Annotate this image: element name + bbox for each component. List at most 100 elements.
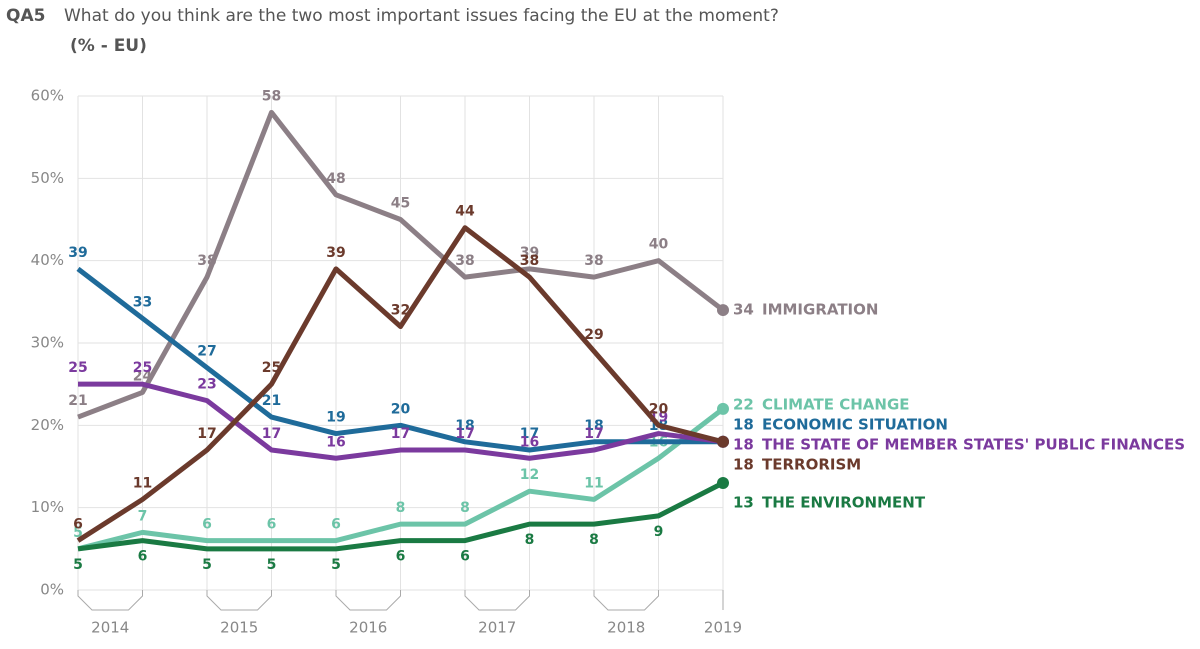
- y-tick-label: 30%: [31, 334, 64, 352]
- x-group-bracket: [593, 590, 659, 611]
- data-label: 6: [267, 517, 277, 533]
- data-label: 45: [391, 196, 410, 212]
- chart-title: What do you think are the two most impor…: [64, 6, 779, 26]
- question-code: QA5: [6, 6, 45, 26]
- series-line: [78, 381, 724, 461]
- legend-label: THE STATE OF MEMBER STATES' PUBLIC FINAN…: [762, 436, 1185, 454]
- data-label: 6: [202, 517, 212, 533]
- x-group-label: 2018: [607, 619, 645, 637]
- legend-label: IMMIGRATION: [762, 301, 878, 319]
- data-label: 44: [455, 204, 475, 220]
- y-tick-label: 60%: [31, 87, 64, 105]
- series-line: [76, 225, 724, 543]
- data-label: 7: [138, 508, 148, 524]
- series-line: [77, 480, 725, 552]
- data-label: 39: [520, 245, 539, 261]
- data-label: 58: [262, 88, 281, 104]
- data-label: 38: [455, 253, 474, 269]
- data-label: 17: [520, 426, 539, 442]
- data-label: 39: [326, 245, 345, 261]
- end-value-label: 22: [733, 396, 754, 414]
- end-value-label: 18: [733, 416, 754, 434]
- data-label: 11: [133, 475, 152, 491]
- legend-label: ECONOMIC SITUATION: [762, 416, 948, 434]
- legend-label: TERRORISM: [762, 456, 861, 474]
- data-label: 5: [73, 557, 83, 573]
- data-label: 20: [649, 401, 669, 417]
- data-label: 25: [133, 360, 152, 376]
- data-label: 17: [455, 426, 474, 442]
- x-group-bracket: [464, 590, 530, 611]
- data-label: 6: [396, 549, 406, 565]
- data-label: 5: [331, 557, 341, 573]
- legend-label: CLIMATE CHANGE: [762, 396, 910, 414]
- chart-subtitle: (% - EU): [70, 36, 147, 56]
- data-label: 9: [654, 524, 664, 540]
- data-label: 6: [73, 517, 83, 533]
- data-label: 20: [391, 401, 411, 417]
- data-label: 38: [520, 253, 539, 269]
- series-line: [76, 266, 723, 453]
- data-label: 8: [460, 500, 470, 516]
- data-label: 38: [584, 253, 603, 269]
- data-label: 5: [202, 557, 212, 573]
- y-tick-label: 10%: [31, 498, 64, 516]
- series-line: [77, 406, 725, 552]
- data-label: 5: [267, 557, 277, 573]
- series-line: [77, 109, 725, 420]
- data-label: 18: [584, 418, 603, 434]
- data-label: 23: [197, 377, 216, 393]
- x-group-bracket: [77, 590, 143, 611]
- x-group-label: 2014: [91, 619, 129, 637]
- data-label: 12: [520, 467, 539, 483]
- data-label: 16: [326, 434, 345, 450]
- data-label: 19: [326, 410, 345, 426]
- data-label: 38: [197, 253, 216, 269]
- data-label: 21: [262, 393, 281, 409]
- data-label: 32: [391, 303, 410, 319]
- data-label: 25: [68, 360, 87, 376]
- data-label: 5: [73, 525, 83, 541]
- data-label: 27: [197, 344, 216, 360]
- data-label: 29: [584, 327, 603, 343]
- data-label: 11: [584, 475, 603, 491]
- end-value-label: 18: [733, 456, 754, 474]
- data-label: 8: [589, 532, 599, 548]
- data-label: 33: [133, 294, 152, 310]
- y-tick-label: 20%: [31, 416, 64, 434]
- data-label: 6: [138, 549, 148, 565]
- end-point: [717, 435, 729, 448]
- data-label: 17: [584, 426, 603, 442]
- y-tick-label: 40%: [31, 251, 64, 269]
- y-tick-label: 50%: [31, 169, 64, 187]
- x-group-bracket: [206, 590, 272, 611]
- x-group-label: 2017: [478, 619, 516, 637]
- x-group-label: 2019: [704, 619, 742, 637]
- data-label: 8: [396, 500, 406, 516]
- end-point: [717, 476, 729, 489]
- x-group-label: 2015: [220, 619, 258, 637]
- end-value-label: 34: [733, 301, 754, 319]
- x-group-bracket: [335, 590, 401, 611]
- y-tick-label: 0%: [40, 581, 64, 599]
- data-label: 8: [525, 532, 535, 548]
- end-value-label: 13: [733, 494, 754, 512]
- data-label: 18: [455, 418, 474, 434]
- data-label: 6: [331, 517, 341, 533]
- data-label: 25: [262, 360, 281, 376]
- legend-label: THE ENVIRONMENT: [762, 494, 926, 512]
- x-group-label: 2016: [349, 619, 387, 637]
- end-point: [717, 402, 729, 415]
- data-label: 39: [68, 245, 87, 261]
- end-point: [717, 304, 729, 317]
- data-label: 17: [197, 426, 216, 442]
- data-label: 6: [460, 549, 470, 565]
- data-label: 17: [262, 426, 281, 442]
- data-label: 21: [68, 393, 87, 409]
- data-label: 16: [520, 434, 539, 450]
- data-label: 24: [133, 368, 153, 384]
- data-label: 17: [391, 426, 410, 442]
- data-label: 40: [649, 237, 669, 253]
- end-value-label: 18: [733, 436, 754, 454]
